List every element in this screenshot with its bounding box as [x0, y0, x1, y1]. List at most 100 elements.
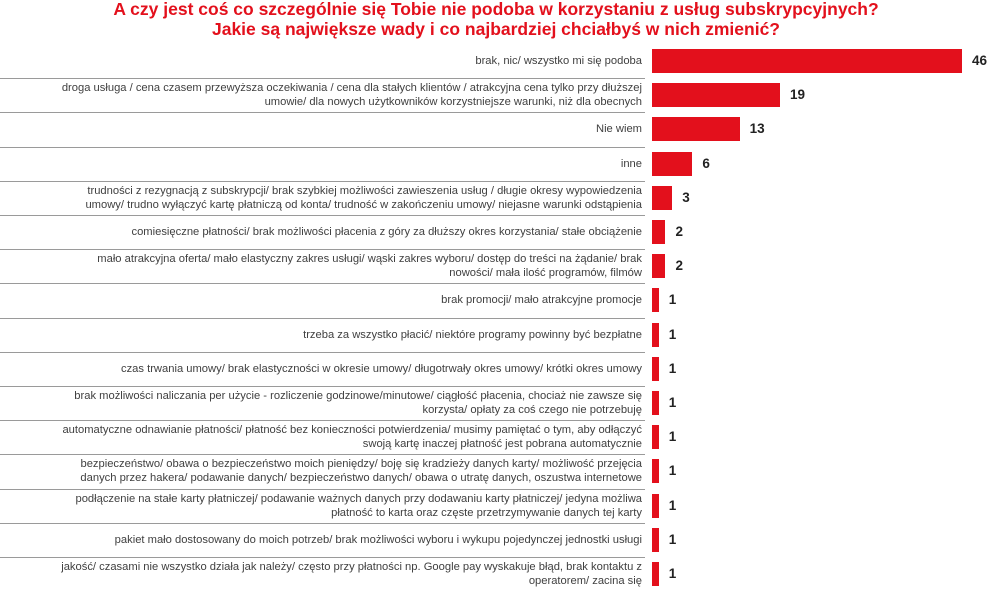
category-label-line: podłączenie na stałe karty płatniczej/ p… — [75, 492, 642, 505]
category-label-line: umowy/ trudno wyłączyć kartę płatniczą o… — [85, 198, 642, 211]
category-label-line: mało atrakcyjna oferta/ mało elastyczny … — [97, 253, 642, 266]
category-label: podłączenie na stałe karty płatniczej/ p… — [2, 489, 642, 523]
bar — [652, 288, 659, 313]
category-label-line: trzeba za wszystko płacić/ niektóre prog… — [303, 328, 642, 341]
data-label: 2 — [675, 224, 683, 240]
category-label-line: bezpieczeństwo/ obawa o bezpieczeństwo m… — [80, 458, 642, 471]
row-divider — [0, 522, 645, 524]
bar-row: jakość/ czasami nie wszystko działa jak … — [0, 557, 992, 591]
category-label: Nie wiem — [2, 112, 642, 146]
category-label-line: operatorem/ zacina się — [528, 575, 642, 588]
bar-row: Nie wiem 13 — [0, 112, 992, 146]
category-label: comiesięczne płatności/ brak możliwości … — [2, 215, 642, 249]
bar — [652, 185, 673, 210]
category-label: brak promocji/ mało atrakcyjne promocje — [2, 283, 642, 317]
row-divider — [0, 180, 645, 182]
data-label: 19 — [790, 87, 806, 103]
row-divider — [0, 386, 645, 387]
category-label-text: trzeba za wszystko płacić/ niektóre prog… — [303, 328, 642, 342]
category-label-text: automatyczne odnawianie płatności/ płatn… — [62, 423, 642, 451]
category-label: brak możliwości naliczania per użycie - … — [2, 386, 642, 420]
category-label-line: brak, nic/ wszystko mi się podoba — [475, 55, 642, 68]
category-label-text: comiesięczne płatności/ brak możliwości … — [131, 225, 642, 239]
bar — [652, 562, 659, 587]
chart-title-line-2: Jakie są największe wady i co najbardzie… — [211, 18, 780, 39]
category-label-line: droga usługa / cena czasem przewyższa oc… — [61, 82, 642, 95]
category-label-text: czas trwania umowy/ brak elastyczności w… — [121, 362, 642, 376]
row-divider — [0, 557, 645, 558]
bar-row: brak promocji/ mało atrakcyjne promocje 1 — [0, 283, 992, 317]
category-label-line: inne — [620, 157, 642, 170]
category-label-line: automatyczne odnawianie płatności/ płatn… — [62, 424, 642, 437]
category-label: trudności z rezygnacją z subskrypcji/ br… — [2, 181, 642, 215]
category-label-text: brak, nic/ wszystko mi się podoba — [475, 54, 642, 68]
bar-row: podłączenie na stałe karty płatniczej/ p… — [0, 488, 992, 523]
row-divider — [0, 78, 645, 80]
bar — [652, 459, 659, 484]
data-label: 3 — [682, 189, 690, 205]
bar-row: trzeba za wszystko płacić/ niektóre prog… — [0, 317, 992, 352]
bar-row: pakiet mało dostosowany do moich potrzeb… — [0, 522, 992, 557]
category-label-line: pakiet mało dostosowany do moich potrzeb… — [114, 533, 642, 546]
category-label-line: danych przez hakera/ podawanie danych/ b… — [80, 472, 642, 485]
category-label-line: brak możliwości naliczania per użycie - … — [74, 390, 642, 403]
row-divider — [0, 420, 645, 422]
row-divider — [0, 317, 645, 319]
category-label-text: brak możliwości naliczania per użycie - … — [74, 389, 642, 417]
category-label-text: Nie wiem — [596, 122, 642, 136]
category-label-text: pakiet mało dostosowany do moich potrzeb… — [115, 533, 642, 547]
bar — [652, 83, 781, 108]
category-label-text: droga usługa / cena czasem przewyższa oc… — [62, 81, 642, 109]
category-label-line: płatność to karta oraz częste przetrzymy… — [331, 506, 642, 519]
bar — [652, 425, 659, 450]
data-label: 1 — [668, 566, 677, 582]
bar — [652, 322, 659, 347]
category-label-text: mało atrakcyjna oferta/ mało elastyczny … — [97, 252, 642, 280]
category-label: droga usługa / cena czasem przewyższa oc… — [2, 78, 642, 112]
category-label-text: brak promocji/ mało atrakcyjne promocje — [441, 293, 642, 307]
bar — [652, 151, 693, 176]
category-label-line: jakość/ czasami nie wszystko działa jak … — [61, 561, 642, 574]
category-label-line: trudności z rezygnacją z subskrypcji/ br… — [87, 184, 642, 197]
category-label: czas trwania umowy/ brak elastyczności w… — [2, 352, 642, 386]
bar-row: brak, nic/ wszystko mi się podoba 46 — [0, 44, 992, 78]
data-label: 46 — [972, 53, 988, 69]
category-label-line: korzysta/ opłaty za coś czego nie potrze… — [422, 404, 642, 417]
category-label-text: jakość/ czasami nie wszystko działa jak … — [61, 560, 642, 588]
bar — [652, 493, 659, 518]
bar — [652, 117, 740, 142]
data-label: 1 — [668, 326, 677, 342]
row-divider — [0, 283, 645, 285]
data-label: 1 — [668, 429, 677, 445]
bar — [652, 391, 659, 416]
bar-row: czas trwania umowy/ brak elastyczności w… — [0, 351, 992, 386]
bar-row: comiesięczne płatności/ brak możliwości … — [0, 215, 992, 249]
chart-title-line-1: A czy jest coś co szczególnie się Tobie … — [113, 0, 879, 19]
bar-row: trudności z rezygnacją z subskrypcji/ br… — [0, 180, 992, 215]
category-label-line: swoją kartę inaczej płatność jest pobran… — [362, 438, 642, 451]
category-label-line: Nie wiem — [595, 123, 642, 136]
data-label: 13 — [749, 121, 765, 137]
bar-row: automatyczne odnawianie płatności/ płatn… — [0, 420, 992, 454]
bar — [652, 49, 962, 74]
bar — [652, 254, 666, 279]
bar-row: inne 6 — [0, 146, 992, 181]
row-divider — [0, 454, 645, 456]
row-divider — [0, 146, 645, 148]
row-divider — [0, 351, 645, 353]
row-divider — [0, 112, 645, 114]
bar-row: brak możliwości naliczania per użycie - … — [0, 386, 992, 420]
bar — [652, 220, 666, 245]
category-label: bezpieczeństwo/ obawa o bezpieczeństwo m… — [2, 454, 642, 488]
category-label-line: brak promocji/ mało atrakcyjne promocje — [441, 294, 642, 307]
chart-title: A czy jest coś co szczególnie się Tobie … — [0, 0, 992, 39]
data-label: 1 — [668, 531, 677, 547]
category-label-text: bezpieczeństwo/ obawa o bezpieczeństwo m… — [80, 457, 642, 485]
category-label-line: comiesięczne płatności/ brak możliwości … — [131, 226, 642, 239]
data-label: 2 — [675, 258, 683, 274]
bar-row: mało atrakcyjna oferta/ mało elastyczny … — [0, 249, 992, 283]
data-label: 1 — [668, 360, 677, 376]
data-label: 1 — [668, 463, 677, 479]
category-label: pakiet mało dostosowany do moich potrzeb… — [2, 523, 642, 557]
